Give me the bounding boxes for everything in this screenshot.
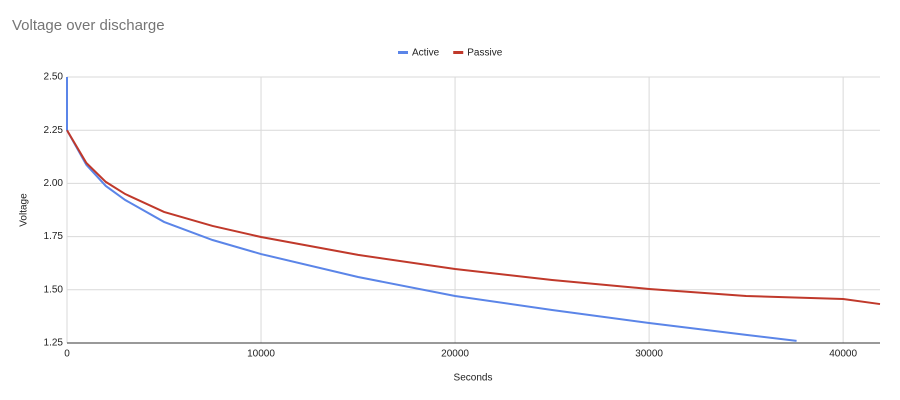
- line: [66, 77, 797, 342]
- y-tick-label: 1.75: [44, 231, 64, 242]
- x-axis-label: Seconds: [454, 373, 493, 384]
- y-tick-label: 2.00: [44, 178, 64, 189]
- legend-label: Active: [412, 48, 440, 59]
- x-tick-label: 30000: [635, 349, 663, 360]
- legend-swatch: [453, 51, 464, 54]
- line: [66, 129, 881, 306]
- x-tick-label: 10000: [247, 349, 275, 360]
- y-axis-label: Voltage: [19, 193, 30, 227]
- x-tick-label: 0: [64, 349, 70, 360]
- legend-swatch: [398, 51, 408, 54]
- y-tick-label: 1.25: [44, 338, 64, 349]
- x-tick-label: 20000: [441, 349, 469, 360]
- chart-title: Voltage over discharge: [12, 17, 165, 34]
- y-tick-label: 2.50: [44, 72, 64, 83]
- x-tick-label: 40000: [829, 349, 857, 360]
- y-tick-label: 1.50: [44, 284, 64, 295]
- y-tick-label: 2.25: [44, 125, 64, 136]
- legend-label: Passive: [467, 48, 502, 59]
